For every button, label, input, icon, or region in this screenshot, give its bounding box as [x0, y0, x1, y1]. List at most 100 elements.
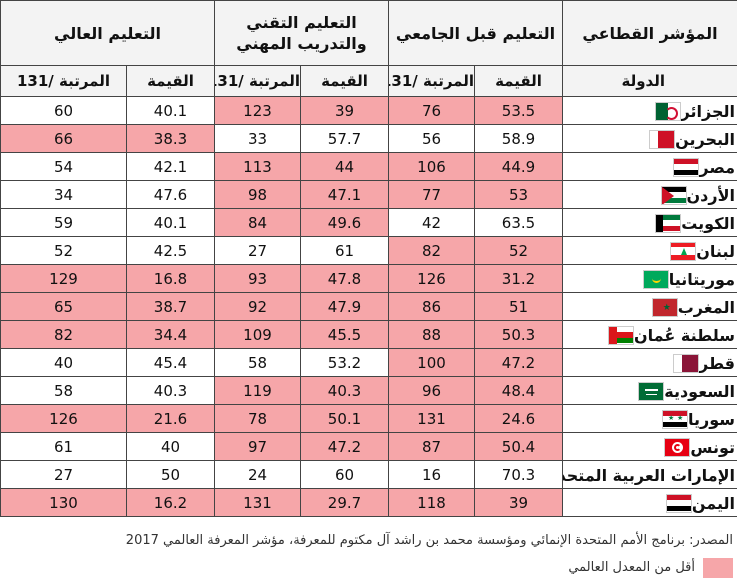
value-header: القيمة [300, 65, 389, 97]
pre-university-rank-cell: 86 [388, 292, 475, 321]
technical-value-cell: 40.3 [300, 376, 389, 405]
pre-university-rank-cell: 96 [388, 376, 475, 405]
sector-header: المؤشر القطاعي [562, 0, 737, 66]
higher-education-rank-cell: 58 [0, 376, 127, 405]
higher-education-rank-cell: 60 [0, 96, 127, 125]
higher-education-value-cell: 16.2 [126, 488, 215, 517]
lebanon-flag-icon [670, 241, 697, 261]
technical-rank-cell: 78 [214, 404, 301, 433]
technical-rank-cell: 98 [214, 180, 301, 209]
table-row: المغرب ★ 51 86 47.9 92 38.7 65 [0, 292, 737, 321]
higher-education-rank-cell: 126 [0, 404, 127, 433]
pre-university-value-cell: 44.9 [474, 152, 563, 181]
higher-education-value-cell: 50 [126, 460, 215, 489]
technical-value-cell: 50.1 [300, 404, 389, 433]
country-cell: الجزائر [562, 96, 737, 125]
technical-rank-cell: 27 [214, 236, 301, 265]
country-name: الأردن [686, 185, 735, 205]
pre-university-value-cell: 63.5 [474, 208, 563, 237]
pre-university-rank-cell: 76 [388, 96, 475, 125]
technical-value-cell: 61 [300, 236, 389, 265]
country-name: لبنان [696, 241, 735, 261]
technical-value-cell: 39 [300, 96, 389, 125]
higher-education-rank-cell: 129 [0, 264, 127, 293]
table-row: الإمارات العربية المتحدة 70.3 16 60 24 50 27 [0, 460, 737, 489]
legend-label: أقل من المعدل العالمي [568, 560, 695, 575]
higher-education-value-cell: 34.4 [126, 320, 215, 349]
country-name: موريتانيا [668, 269, 735, 289]
country-name: البحرين [675, 129, 735, 149]
value-header: القيمة [474, 65, 563, 97]
table-row: سلطنة عُمان 50.3 88 45.5 109 34.4 82 [0, 320, 737, 349]
country-cell: الإمارات العربية المتحدة [562, 460, 737, 489]
value-header: القيمة [126, 65, 215, 97]
technical-rank-cell: 131 [214, 488, 301, 517]
footer: المصدر: برنامج الأمم المتحدة الإنمائي وم… [0, 524, 737, 588]
saudi-flag-icon [638, 381, 665, 401]
technical-value-cell: 57.7 [300, 124, 389, 153]
higher-education-value-cell: 40.1 [126, 96, 215, 125]
higher-education-rank-cell: 82 [0, 320, 127, 349]
technical-rank-cell: 119 [214, 376, 301, 405]
higher-education-rank-cell: 34 [0, 180, 127, 209]
qatar-flag-icon [672, 353, 699, 373]
country-cell: سلطنة عُمان [562, 320, 737, 349]
pre-university-rank-cell: 118 [388, 488, 475, 517]
pre-university-rank-cell: 77 [388, 180, 475, 209]
country-name: السعودية [664, 381, 735, 401]
country-cell: الكويت [562, 208, 737, 237]
higher-education-value-cell: 40 [126, 432, 215, 461]
country-cell: المغرب ★ [562, 292, 737, 321]
pre-university-rank-cell: 106 [388, 152, 475, 181]
technical-rank-cell: 109 [214, 320, 301, 349]
technical-rank-cell: 33 [214, 124, 301, 153]
pre-university-rank-cell: 88 [388, 320, 475, 349]
technical-value-cell: 47.1 [300, 180, 389, 209]
oman-flag-icon [608, 325, 635, 345]
tunisia-flag-icon [664, 437, 691, 457]
technical-rank-cell: 24 [214, 460, 301, 489]
higher-education-rank-cell: 65 [0, 292, 127, 321]
table-row: الأردن 53 77 47.1 98 47.6 34 [0, 180, 737, 209]
pre-university-value-cell: 24.6 [474, 404, 563, 433]
pre-university-rank-cell: 87 [388, 432, 475, 461]
pre-university-rank-cell: 100 [388, 348, 475, 377]
rank-header: المرتبة /131 [388, 65, 475, 97]
rank-header: المرتبة /131 [0, 65, 127, 97]
table-row: الكويت 63.5 42 49.6 84 40.1 59 [0, 208, 737, 237]
higher-education-rank-cell: 27 [0, 460, 127, 489]
table-row: قطر 47.2 100 53.2 58 45.4 40 [0, 348, 737, 377]
kuwait-flag-icon [655, 213, 682, 233]
country-name: اليمن [691, 493, 735, 513]
country-cell: اليمن [562, 488, 737, 517]
table-row: الجزائر 53.5 76 39 123 40.1 60 [0, 96, 737, 125]
higher-education-rank-cell: 54 [0, 152, 127, 181]
morocco-flag-icon: ★ [651, 297, 678, 317]
higher-education-value-cell: 16.8 [126, 264, 215, 293]
country-name: سوريا [688, 409, 735, 429]
bahrain-flag-icon [649, 129, 676, 149]
pre-university-rank-cell: 131 [388, 404, 475, 433]
higher-education-rank-cell: 66 [0, 124, 127, 153]
pre-university-value-cell: 39 [474, 488, 563, 517]
technical-value-cell: 60 [300, 460, 389, 489]
pre-university-value-cell: 47.2 [474, 348, 563, 377]
higher-education-value-cell: 21.6 [126, 404, 215, 433]
country-cell: مصر [562, 152, 737, 181]
country-cell: قطر [562, 348, 737, 377]
higher-education-value-cell: 42.5 [126, 236, 215, 265]
higher-education-header: التعليم العالي [0, 0, 215, 66]
technical-rank-cell: 92 [214, 292, 301, 321]
higher-education-value-cell: 42.1 [126, 152, 215, 181]
country-name: قطر [698, 353, 735, 373]
table-row: موريتانيا 31.2 126 47.8 93 16.8 129 [0, 264, 737, 293]
pre-university-value-cell: 53.5 [474, 96, 563, 125]
pre-university-rank-cell: 16 [388, 460, 475, 489]
technical-value-cell: 47.9 [300, 292, 389, 321]
technical-value-cell: 44 [300, 152, 389, 181]
higher-education-value-cell: 38.3 [126, 124, 215, 153]
table-row: تونس 50.4 87 47.2 97 40 61 [0, 432, 737, 461]
higher-education-value-cell: 47.6 [126, 180, 215, 209]
country-cell: تونس [562, 432, 737, 461]
